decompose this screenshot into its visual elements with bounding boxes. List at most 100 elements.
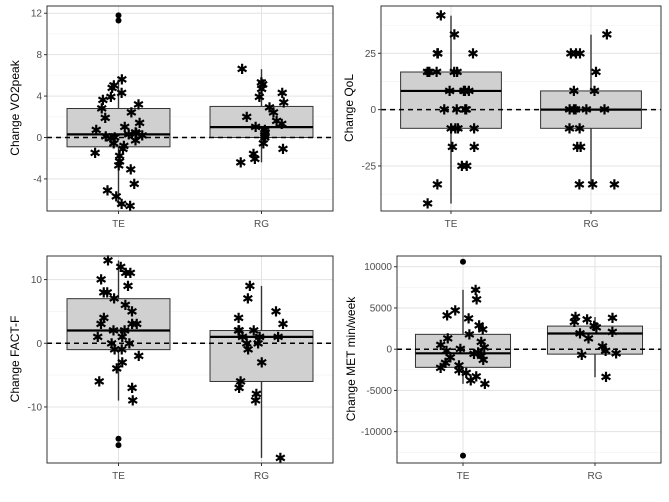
data-point: ✱	[257, 78, 269, 94]
data-point: ✱	[249, 152, 261, 168]
data-point: ✱	[120, 266, 132, 282]
data-point: ✱	[460, 103, 472, 119]
y-tick-label: -25	[362, 161, 377, 172]
data-point: ✱	[119, 324, 131, 340]
data-point: ✱	[574, 121, 586, 137]
data-point: ✱	[130, 126, 142, 142]
data-point: ✱	[126, 381, 138, 397]
x-tick-label: TE	[112, 471, 125, 482]
data-point: ✱	[589, 84, 601, 100]
data-point: ✱	[276, 117, 288, 133]
data-point: ✱	[116, 330, 128, 346]
y-tick-label: 10000	[364, 262, 392, 273]
data-point: ✱	[477, 322, 489, 338]
y-tick-label: 0	[36, 133, 42, 144]
data-point: ✱	[242, 292, 254, 308]
y-tick-label: -4	[33, 174, 42, 185]
y-axis-title: Change FACT-F	[8, 316, 22, 403]
data-point: ✱	[453, 359, 465, 375]
data-point: ✱	[468, 347, 480, 363]
data-point: ✱	[102, 183, 114, 199]
data-point: ✱	[95, 317, 107, 333]
data-point: ✱	[276, 86, 288, 102]
data-point: ✱	[126, 317, 138, 333]
data-point: ✱	[259, 130, 271, 146]
data-point: ✱	[570, 310, 582, 326]
data-point: ✱	[111, 362, 123, 378]
x-tick-label: TE	[445, 219, 458, 230]
x-tick-label: TE	[457, 471, 470, 482]
y-tick-label: 8	[36, 50, 42, 61]
data-point: ✱	[259, 125, 271, 141]
data-point: ✱	[106, 336, 118, 352]
data-point: ✱	[233, 381, 245, 397]
data-point: ✱	[116, 355, 128, 371]
data-point: ✱	[123, 336, 135, 352]
data-point: ✱	[465, 374, 477, 390]
data-point: ✱	[100, 129, 112, 145]
data-point: ✱	[108, 324, 120, 340]
data-point: ✱	[93, 374, 105, 390]
data-point: ✱	[98, 285, 110, 301]
data-point: ✱	[479, 377, 491, 393]
data-point: ✱	[449, 303, 461, 319]
data-point: ✱	[590, 65, 602, 81]
data-point: ✱	[109, 130, 121, 146]
data-point: ✱	[108, 137, 120, 153]
data-point: ✱	[472, 345, 484, 361]
data-point: ✱	[448, 65, 460, 81]
data-point: ✱	[237, 330, 249, 346]
data-point: ✱	[244, 279, 256, 295]
data-point: ✱	[133, 349, 145, 365]
data-point: ✱	[131, 317, 143, 333]
data-point: ✱	[264, 100, 276, 116]
data-point: ✱	[278, 95, 290, 111]
data-point: ✱	[272, 330, 284, 346]
data-point: ✱	[463, 84, 475, 100]
data-point: ✱	[277, 142, 289, 158]
x-tick-label: RG	[588, 471, 603, 482]
data-point: ✱	[116, 197, 128, 213]
box-te	[66, 12, 171, 206]
data-point: ✱	[257, 137, 269, 153]
data-point: ✱	[122, 279, 134, 295]
data-point: ✱	[468, 140, 480, 156]
data-point: ✱	[588, 319, 600, 335]
y-tick-label: -5000	[366, 386, 392, 397]
data-point: ✱	[452, 121, 464, 137]
box-rg	[209, 285, 314, 458]
box-te	[400, 15, 502, 204]
panel-border	[46, 5, 334, 212]
data-point: ✱	[120, 298, 132, 314]
data-point: ✱	[459, 103, 471, 119]
data-point: ✱	[102, 253, 114, 269]
outlier-point	[115, 17, 122, 24]
data-point: ✱	[435, 338, 447, 354]
data-point: ✱	[575, 140, 587, 156]
data-point: ✱	[597, 340, 609, 356]
data-point: ✱	[235, 155, 247, 171]
data-point: ✱	[587, 178, 599, 194]
data-point: ✱	[445, 121, 457, 137]
data-point: ✱	[101, 285, 113, 301]
data-point: ✱	[250, 394, 262, 410]
data-point: ✱	[463, 312, 475, 328]
data-point: ✱	[236, 62, 248, 78]
data-point: ✱	[256, 355, 268, 371]
data-point: ✱	[576, 348, 588, 364]
data-point: ✱	[130, 125, 142, 141]
data-point: ✱	[127, 394, 139, 410]
data-point: ✱	[256, 82, 268, 98]
outlier-point	[115, 442, 122, 449]
data-point: ✱	[451, 65, 463, 81]
data-point: ✱	[253, 90, 265, 106]
data-point: ✱	[570, 46, 582, 62]
data-point: ✱	[250, 120, 262, 136]
data-point: ✱	[259, 123, 271, 139]
data-point: ✱	[116, 343, 128, 359]
data-point: ✱	[431, 46, 443, 62]
x-tick-label: TE	[112, 219, 125, 230]
data-point: ✱	[609, 178, 621, 194]
